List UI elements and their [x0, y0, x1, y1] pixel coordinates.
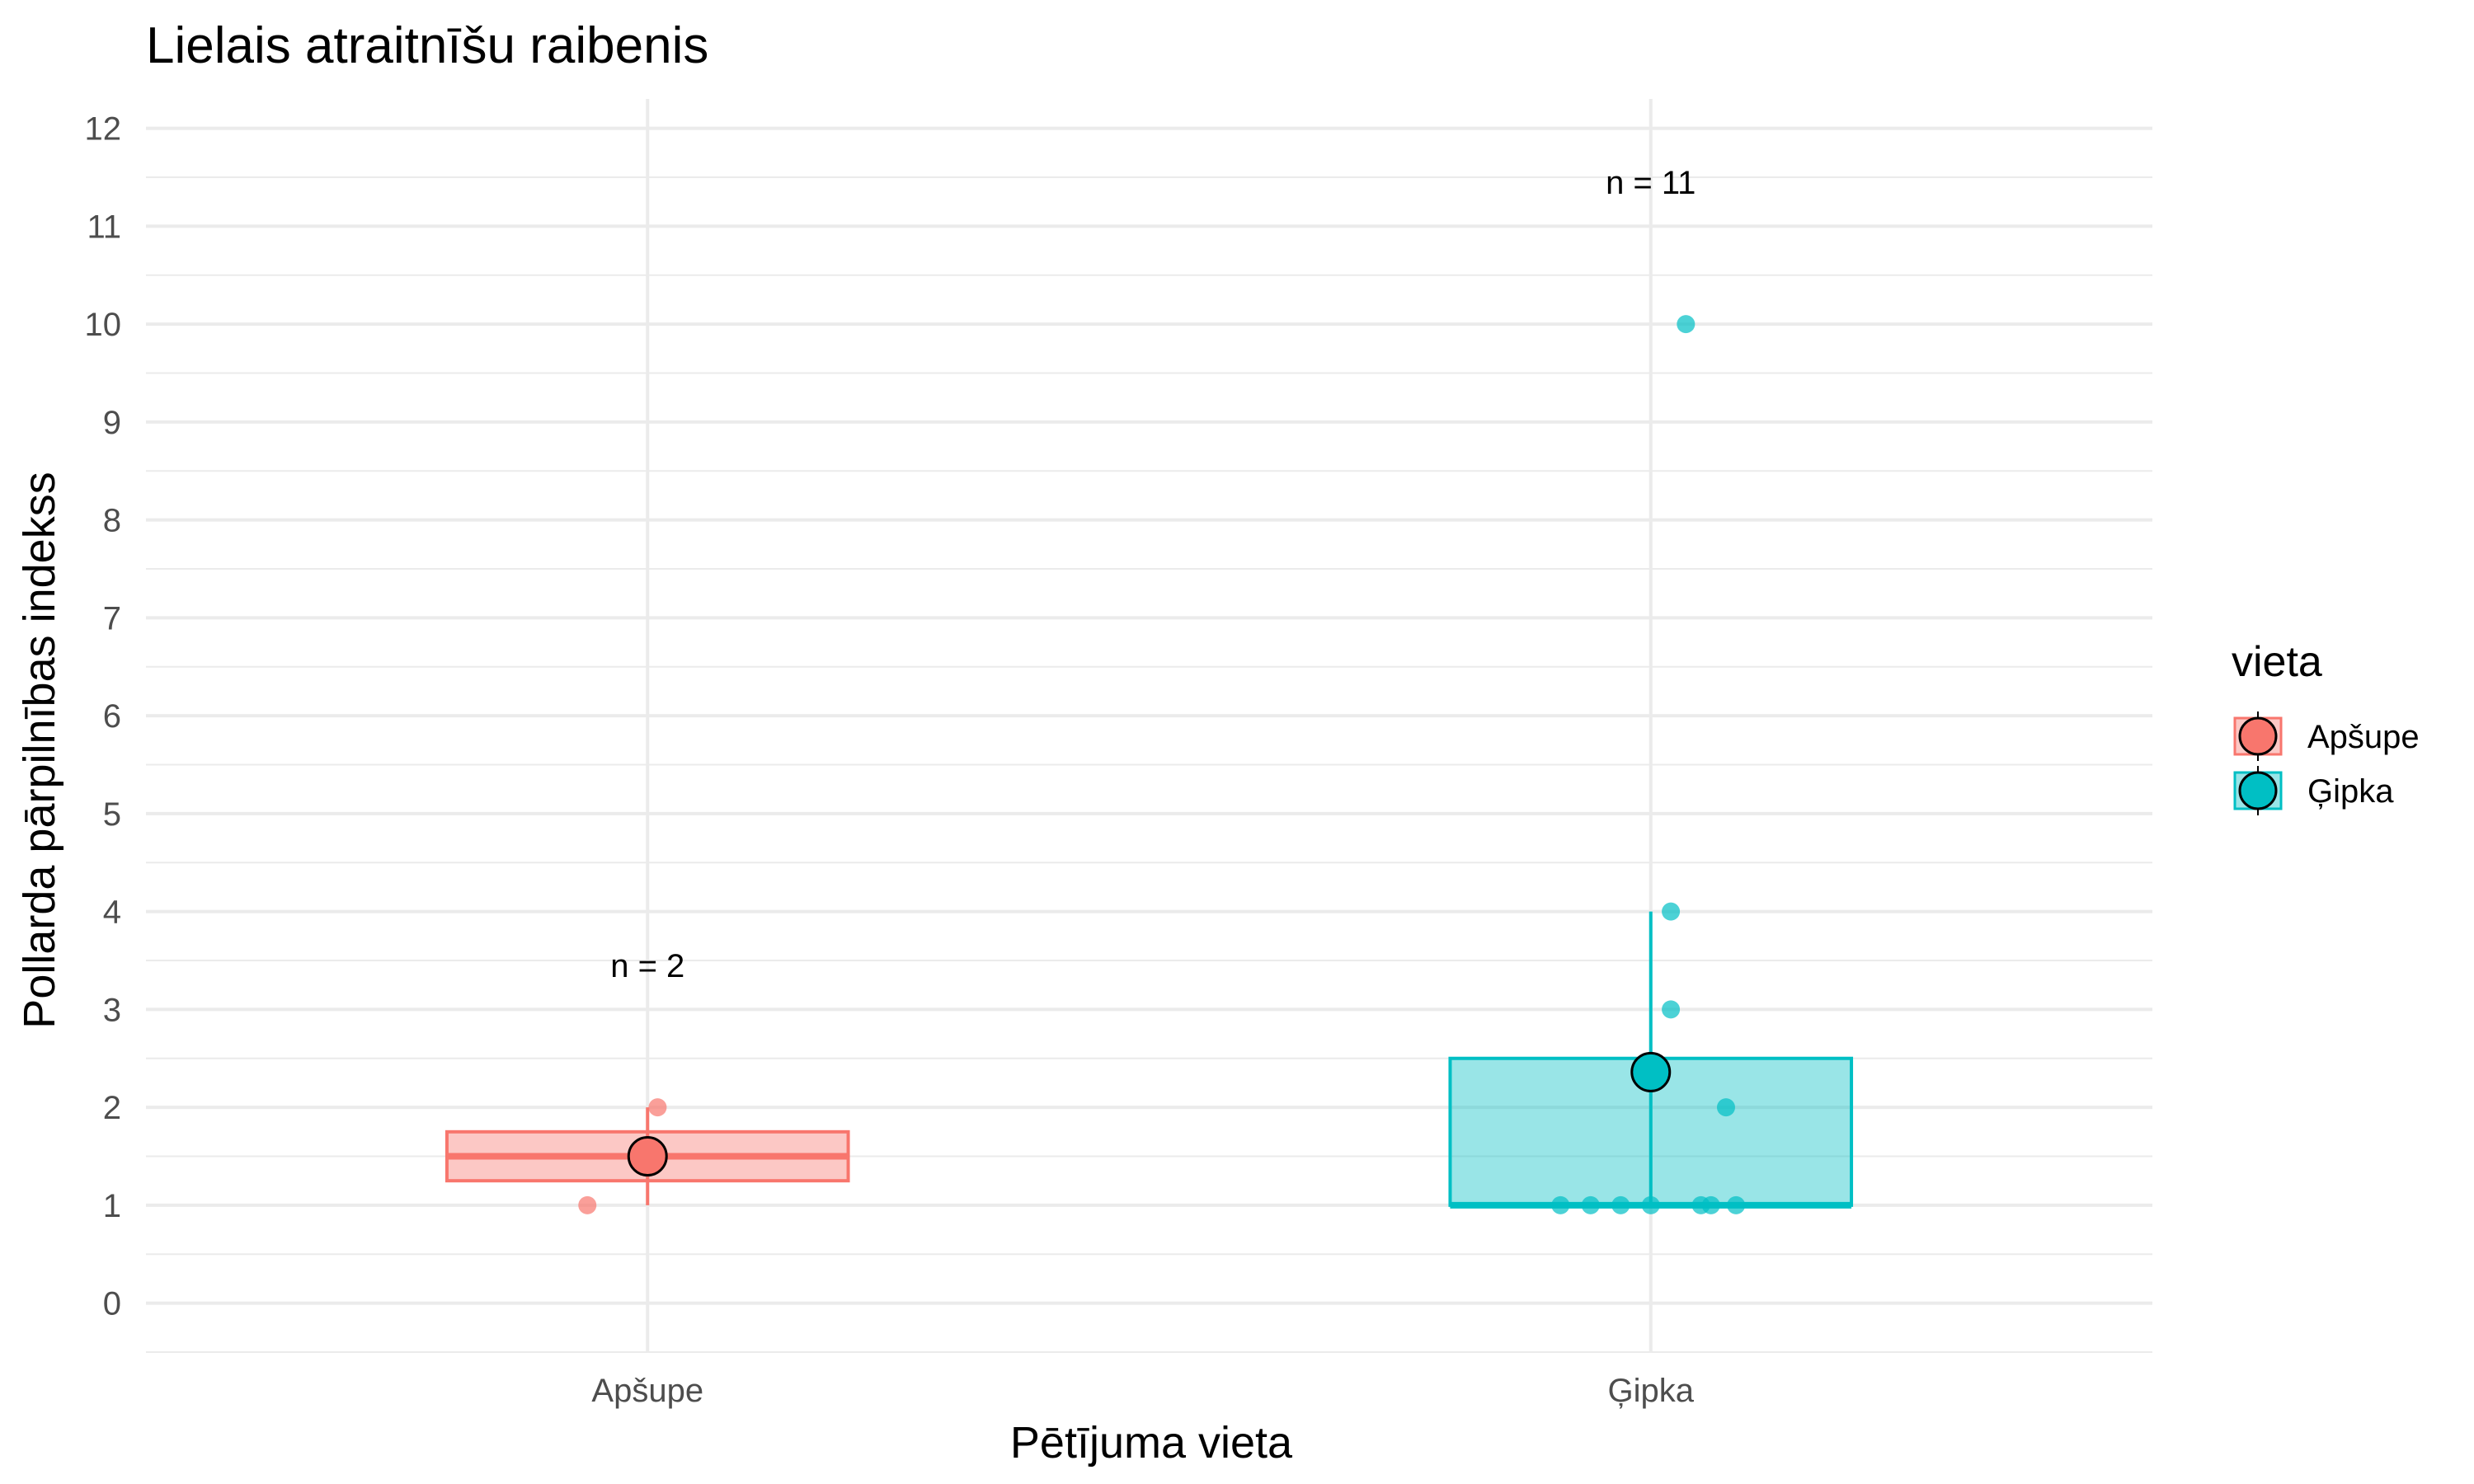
y-tick-label: 0	[103, 1286, 121, 1322]
y-tick-label: 7	[103, 600, 121, 636]
y-tick-label: 4	[103, 895, 121, 931]
legend-label: Apšupe	[2307, 719, 2420, 755]
x-tick-label: Ģipka	[1608, 1373, 1695, 1409]
mean-marker	[1630, 1051, 1672, 1092]
y-tick-label: 5	[103, 796, 121, 833]
x-tick-label: Apšupe	[591, 1373, 703, 1409]
data-point	[1581, 1195, 1600, 1214]
legend-item-Ģipka: Ģipka	[2233, 766, 2394, 815]
legend-item-Apšupe: Apšupe	[2233, 711, 2420, 761]
chart-title: Lielais atraitnīšu raibenis	[146, 17, 708, 74]
legend-point-key	[2238, 771, 2278, 810]
y-tick-label: 8	[103, 503, 121, 539]
y-tick-label: 1	[103, 1188, 121, 1224]
y-tick-label: 2	[103, 1090, 121, 1126]
legend-label: Ģipka	[2307, 773, 2394, 810]
data-point	[1727, 1195, 1746, 1214]
count-annotation: n = 2	[610, 948, 684, 984]
mean-marker	[627, 1136, 668, 1176]
boxes: n = 2 n = 11	[444, 165, 1854, 1214]
y-axis-title: Pollarda pārpilnības indekss	[15, 472, 64, 1028]
y-tick-label: 11	[87, 209, 121, 245]
data-point	[1641, 1195, 1660, 1214]
data-point	[1611, 1195, 1630, 1214]
y-tick-label: 6	[103, 698, 121, 735]
data-point	[1662, 902, 1681, 921]
data-point	[578, 1195, 597, 1214]
data-point	[1551, 1195, 1570, 1214]
box-group-Apšupe: n = 2	[444, 948, 850, 1214]
data-point	[1716, 1098, 1735, 1117]
data-point	[1701, 1195, 1720, 1214]
y-tick-label: 3	[103, 992, 121, 1028]
legend: vieta Apšupe Ģipka	[2232, 638, 2420, 815]
x-axis-title: Pētījuma vieta	[1010, 1418, 1293, 1468]
count-annotation: n = 11	[1606, 165, 1696, 201]
legend-point-key	[2238, 716, 2278, 756]
data-point	[1677, 315, 1696, 334]
data-point	[648, 1098, 667, 1117]
grid	[146, 99, 2152, 1353]
box-group-Ģipka: n = 11	[1448, 165, 1854, 1214]
y-tick-label: 9	[103, 405, 121, 441]
data-point	[1662, 1000, 1681, 1019]
y-tick-label: 12	[85, 111, 122, 148]
y-tick-label: 10	[85, 307, 122, 343]
legend-title: vieta	[2232, 638, 2322, 686]
